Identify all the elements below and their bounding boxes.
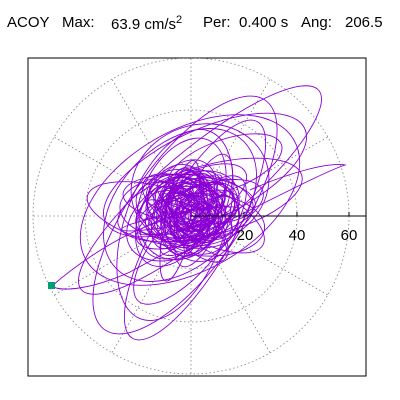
orbit-loop [136, 137, 227, 260]
orbit-loop [163, 177, 240, 262]
grid-spoke [52, 215, 192, 297]
orbit-trace [51, 85, 347, 341]
max-unit-exponent: 2 [176, 14, 183, 26]
orbit-loop [117, 157, 303, 243]
angle-label: Ang: [301, 14, 332, 31]
max-value-group: 63.9 cm/s2 [111, 14, 182, 33]
orbit-loop [153, 169, 217, 240]
period-label: Per: [203, 14, 231, 31]
orbit-loop [135, 159, 219, 267]
period-value: 0.400 s [239, 14, 289, 31]
orbit-loop [175, 178, 230, 226]
radial-axis-labels: 20 40 60 [237, 227, 358, 244]
angle-value: 206.5 [345, 14, 383, 31]
max-label: Max: [62, 14, 95, 31]
orbit-loop [174, 153, 234, 268]
grid-spoke [52, 135, 192, 217]
orbit-loop [119, 173, 254, 242]
orbit-initial-sweep [51, 164, 347, 290]
orbit-loop [138, 177, 222, 261]
orbit-loop [182, 179, 205, 255]
start-point-marker [48, 282, 55, 289]
component-name: ACOY [7, 14, 50, 31]
orbit-loop [176, 195, 210, 233]
orbit-loop [189, 202, 217, 226]
orbit-loop [86, 181, 234, 249]
orbit-loop [159, 187, 199, 231]
tick-label-20: 20 [237, 227, 254, 244]
orbit-loop [78, 85, 322, 295]
max-value: 63.9 cm/s [111, 16, 177, 33]
orbit-loop [165, 197, 216, 225]
orbit-loop [116, 129, 234, 321]
grid-spoke [190, 215, 272, 355]
orbit-initial-sweep [51, 211, 192, 287]
plot-header: ACOY Max: 63.9 cm/s2 Per: 0.400 s Ang: 2… [7, 14, 397, 38]
grid-spoke [190, 77, 272, 217]
orbit-loop [171, 181, 238, 232]
orbit-loop [173, 193, 226, 244]
radial-axis-ticks [243, 212, 350, 216]
grid-spoke [190, 215, 330, 297]
tick-label-60: 60 [341, 227, 358, 244]
tick-label-40: 40 [289, 227, 306, 244]
orbit-loop [167, 191, 204, 240]
orbit-loop [135, 181, 226, 255]
